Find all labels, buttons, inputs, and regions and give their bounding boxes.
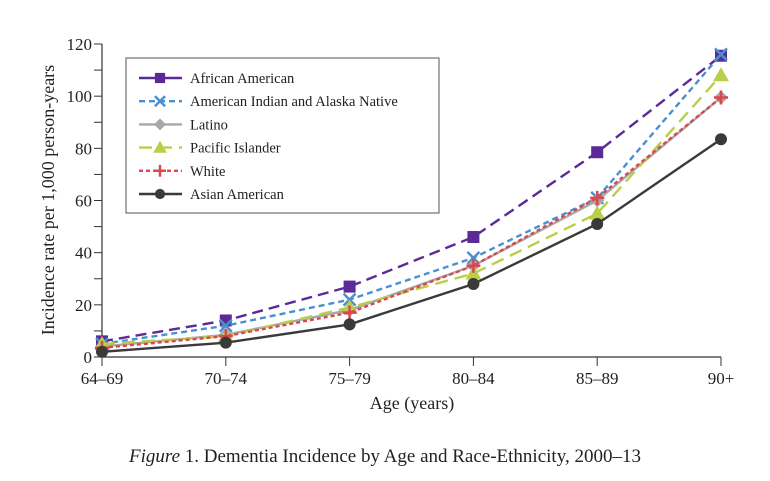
y-tick-label: 100 xyxy=(67,87,93,106)
legend-marker xyxy=(153,140,167,153)
legend-label: Pacific Islander xyxy=(190,141,281,157)
legend-label: African American xyxy=(190,71,295,87)
data-point xyxy=(589,205,606,220)
series-line xyxy=(101,53,722,346)
y-tick-label: 0 xyxy=(84,348,93,367)
x-axis-title: Age (years) xyxy=(370,393,454,414)
data-point xyxy=(466,258,481,273)
data-point xyxy=(342,305,357,320)
data-point xyxy=(219,336,232,349)
data-point xyxy=(96,345,108,358)
data-point xyxy=(713,67,729,82)
legend-label: White xyxy=(190,164,225,180)
legend-item: Latino xyxy=(139,117,228,133)
x-tick-label: 64–69 xyxy=(81,369,124,388)
legend-item: African American xyxy=(139,71,295,87)
y-tick-label: 120 xyxy=(67,35,93,54)
x-tick-label: 85–89 xyxy=(576,369,619,388)
data-point xyxy=(714,90,728,105)
data-point xyxy=(343,280,356,293)
legend-item: Asian American xyxy=(139,187,285,203)
y-tick-label: 60 xyxy=(75,192,92,211)
x-tick-label: 80–84 xyxy=(452,369,495,388)
legend: African American American Indian and Alas… xyxy=(125,57,440,214)
data-point xyxy=(715,133,727,146)
series-line xyxy=(101,138,722,353)
series-layer xyxy=(94,47,729,358)
line-chart: 0 20 40 60 80 100 120 64–69 70–74 75–79 80–84 85–89… xyxy=(38,35,735,414)
data-point xyxy=(591,146,604,159)
series-line xyxy=(101,54,722,343)
x-tick-label: 70–74 xyxy=(205,369,248,388)
data-point xyxy=(714,47,728,62)
data-point xyxy=(467,277,480,290)
legend-item: Pacific Islander xyxy=(139,141,281,157)
data-point xyxy=(218,318,233,333)
x-tick-label: 75–79 xyxy=(328,369,371,388)
series-line xyxy=(101,74,722,346)
data-point xyxy=(343,318,356,331)
legend-marker xyxy=(154,164,166,177)
x-tick-label: 90+ xyxy=(708,369,735,388)
legend-label: Latino xyxy=(190,117,228,133)
data-point xyxy=(467,231,480,244)
y-tick-label: 80 xyxy=(75,139,92,158)
legend-item: White xyxy=(139,164,225,180)
y-tick-label: 40 xyxy=(75,244,92,263)
caption-text: 1. Dementia Incidence by Age and Race-Et… xyxy=(180,446,641,467)
series-asian-american xyxy=(96,133,727,358)
y-tick-label: 20 xyxy=(75,296,92,315)
data-point xyxy=(466,250,481,265)
y-axis-title: Incidence rate per 1,000 person-years xyxy=(38,65,58,335)
figure-caption: Figure 1. Dementia Incidence by Age and … xyxy=(0,446,770,468)
data-point xyxy=(590,190,605,205)
legend-item: American Indian and Alaska Native xyxy=(139,94,398,110)
legend-label: American Indian and Alaska Native xyxy=(190,94,398,110)
axes: 0 20 40 60 80 100 120 64–69 70–74 75–79 80–84 85–89… xyxy=(67,35,735,388)
legend-box xyxy=(125,57,440,214)
series-line xyxy=(101,96,722,350)
figure-label: Figure xyxy=(129,446,181,467)
legend-marker xyxy=(154,188,166,200)
legend-marker xyxy=(154,72,166,84)
legend-marker xyxy=(154,118,166,131)
legend-marker xyxy=(154,95,166,108)
data-point xyxy=(591,217,604,230)
legend-label: Asian American xyxy=(190,187,285,203)
